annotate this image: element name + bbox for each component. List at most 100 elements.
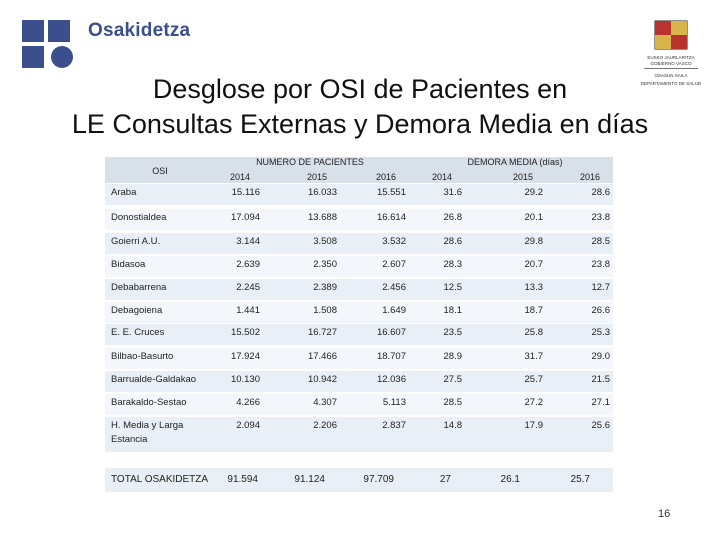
value-cell: 18.1 (443, 305, 463, 316)
value-cell: 12.5 (443, 282, 463, 293)
row-label-cont: Estancia (111, 434, 148, 445)
table-row (105, 233, 613, 254)
value-cell: 25.7 (524, 374, 544, 385)
total-value-cell: 97.709 (363, 474, 394, 485)
value-cell: 1.649 (382, 305, 406, 316)
table-row (105, 256, 613, 277)
row-label: H. Media y Larga (111, 420, 184, 431)
value-cell: 5.113 (382, 397, 406, 408)
value-cell: 27.5 (443, 374, 463, 385)
value-cell: 17.466 (307, 351, 337, 362)
value-cell: 23.8 (591, 259, 611, 270)
year-header: 2015 (512, 172, 534, 182)
row-label: Bilbao-Basurto (111, 351, 174, 362)
value-cell: 18.7 (524, 305, 544, 316)
value-cell: 2.639 (236, 259, 260, 270)
value-cell: 1.441 (236, 305, 260, 316)
value-cell: 28.5 (443, 397, 463, 408)
value-cell: 3.508 (313, 236, 337, 247)
value-cell: 26.8 (443, 212, 463, 223)
value-cell: 12.7 (591, 282, 611, 293)
delay-header-cell (415, 157, 613, 183)
year-header: 2014 (229, 172, 251, 182)
table-row (105, 324, 613, 345)
value-cell: 27.2 (524, 397, 544, 408)
row-label: Araba (111, 187, 137, 198)
value-cell: 4.307 (313, 397, 337, 408)
year-header: 2016 (375, 172, 397, 182)
total-value-cell: 27 (439, 474, 451, 485)
value-cell: 18.707 (376, 351, 406, 362)
gov-line-2: GOBIERNO VASCO (650, 61, 692, 66)
value-cell: 23.8 (591, 212, 611, 223)
value-cell: 13.3 (524, 282, 544, 293)
gov-line-4: DEPARTAMENTO DE SALUD (640, 81, 702, 86)
value-cell: 21.5 (591, 374, 611, 385)
patients-header-cell (210, 157, 415, 183)
value-cell: 16.614 (376, 212, 406, 223)
table-row (105, 302, 613, 323)
row-label: Barakaldo-Sestao (111, 397, 187, 408)
value-cell: 16.727 (307, 327, 337, 338)
value-cell: 15.116 (231, 187, 260, 198)
total-value-cell: 26.1 (500, 474, 520, 485)
value-cell: 4.266 (236, 397, 260, 408)
row-label: Debagoiena (111, 305, 163, 316)
row-label: E. E. Cruces (111, 327, 165, 338)
table-row (105, 209, 613, 230)
value-cell: 15.551 (376, 187, 406, 198)
coat-of-arms-icon (654, 20, 688, 50)
value-cell: 23.5 (443, 327, 463, 338)
value-cell: 20.7 (524, 259, 544, 270)
value-cell: 20.1 (524, 212, 544, 223)
value-cell: 2.245 (236, 282, 260, 293)
value-cell: 3.144 (236, 236, 260, 247)
year-header: 2015 (306, 172, 328, 182)
value-cell: 14.8 (443, 420, 463, 431)
value-cell: 3.532 (382, 236, 406, 247)
value-cell: 2.389 (313, 282, 337, 293)
value-cell: 31.7 (524, 351, 544, 362)
value-cell: 28.9 (443, 351, 463, 362)
brand-name: Osakidetza (88, 20, 191, 41)
year-header: 2016 (579, 172, 601, 182)
value-cell: 10.130 (230, 374, 260, 385)
page-number: 16 (658, 508, 671, 520)
value-cell: 2.206 (313, 420, 337, 431)
table-row-total (105, 468, 613, 492)
year-header: 2014 (431, 172, 453, 182)
value-cell: 26.6 (591, 305, 611, 316)
total-value-cell: 91.594 (227, 474, 258, 485)
table-row (105, 279, 613, 300)
total-value-cell: 91.124 (294, 474, 325, 485)
value-cell: 25.3 (591, 327, 611, 338)
value-cell: 28.6 (591, 187, 611, 198)
table-row (105, 394, 613, 415)
delay-group-header: DEMORA MEDIA (días) (467, 157, 563, 167)
value-cell: 29.8 (524, 236, 544, 247)
value-cell: 17.9 (524, 420, 544, 431)
value-cell: 29.0 (591, 351, 611, 362)
value-cell: 17.094 (230, 212, 260, 223)
osakidetza-logo (22, 20, 73, 68)
value-cell: 13.688 (307, 212, 337, 223)
row-label: Donostialdea (111, 212, 167, 223)
slide-title-line-1: Desglose por OSI de Pacientes en (152, 74, 568, 104)
value-cell: 10.942 (307, 374, 337, 385)
value-cell: 16.607 (376, 327, 406, 338)
value-cell: 31.6 (443, 187, 463, 198)
osi-header: OSI (152, 166, 168, 176)
value-cell: 25.8 (524, 327, 544, 338)
patients-group-header: NUMERO DE PACIENTES (256, 157, 364, 167)
osi-header-cell (105, 157, 210, 183)
total-label: TOTAL OSAKIDETZA (111, 474, 209, 485)
value-cell: 2.607 (382, 259, 406, 270)
gobierno-vasco-logo: EUSKO JAURLARITZA GOBIERNO VASCO OSASUN … (638, 20, 704, 92)
value-cell: 27.1 (591, 397, 611, 408)
value-cell: 17.924 (230, 351, 260, 362)
row-label: Barrualde-Galdakao (111, 374, 197, 385)
row-label: Bidasoa (111, 259, 146, 270)
gov-line-1: EUSKO JAURLARITZA (647, 55, 695, 60)
value-cell: 2.094 (236, 420, 260, 431)
value-cell: 1.508 (313, 305, 337, 316)
